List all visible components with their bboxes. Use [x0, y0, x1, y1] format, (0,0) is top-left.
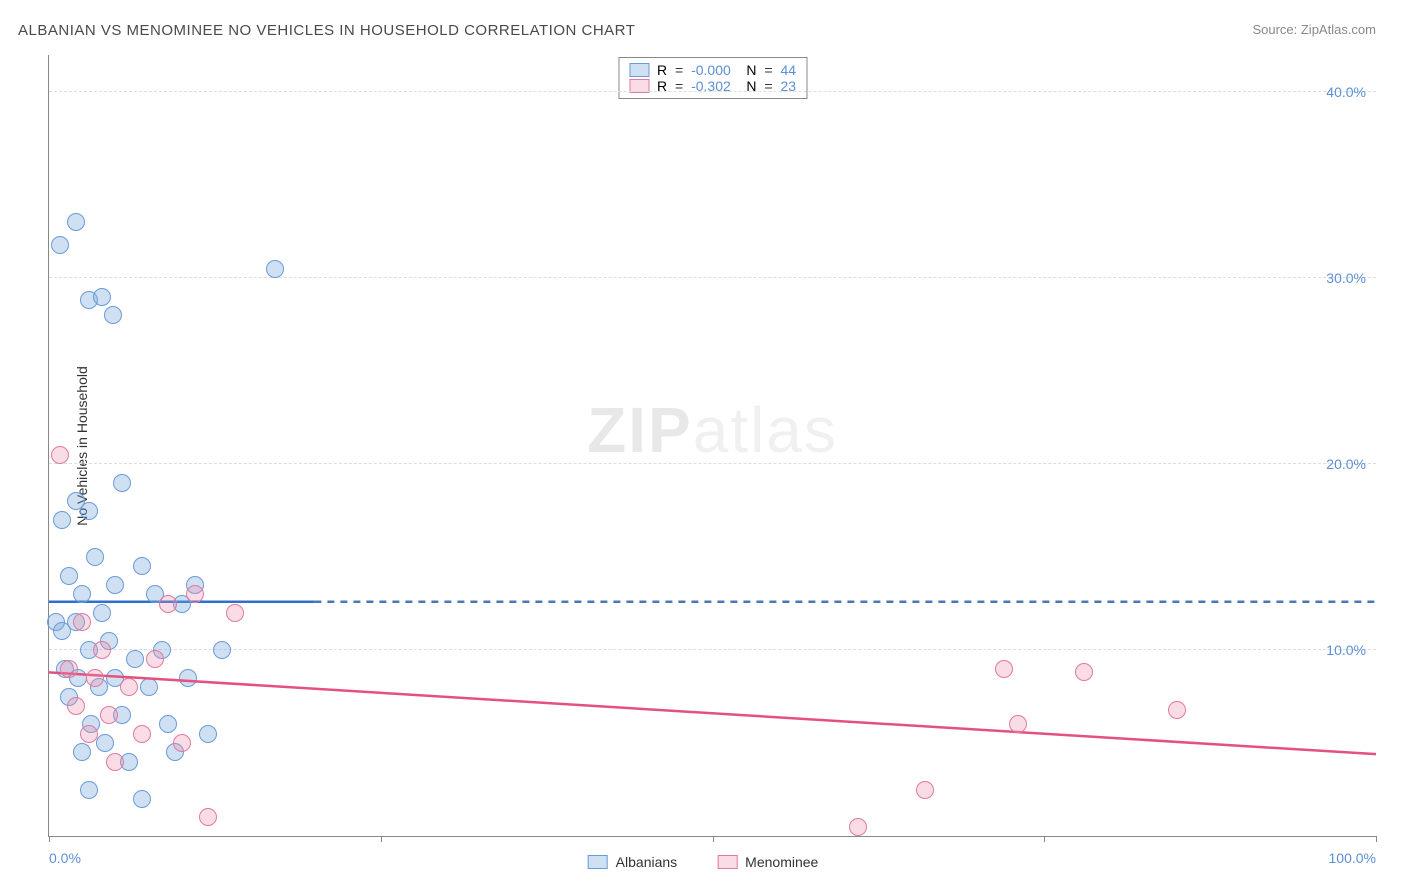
data-point-menominee	[86, 669, 104, 687]
data-point-menominee	[199, 808, 217, 826]
data-point-menominee	[1168, 701, 1186, 719]
data-point-menominee	[120, 678, 138, 696]
xtick-label: 0.0%	[49, 850, 81, 866]
data-point-menominee	[93, 641, 111, 659]
legend-label-albanians: Albanians	[616, 854, 678, 870]
legend-label-menominee: Menominee	[745, 854, 818, 870]
data-point-menominee	[73, 613, 91, 631]
chart-title: ALBANIAN VS MENOMINEE NO VEHICLES IN HOU…	[18, 22, 635, 39]
source-name: ZipAtlas.com	[1301, 22, 1376, 37]
data-point-menominee	[100, 706, 118, 724]
legend-item-menominee: Menominee	[717, 854, 818, 870]
swatch-menominee-icon	[717, 855, 737, 869]
data-point-menominee	[186, 585, 204, 603]
plot-area: ZIPatlas R = -0.000 N = 44 R =	[48, 55, 1376, 837]
swatch-albanians-icon	[588, 855, 608, 869]
data-point-menominee	[849, 818, 867, 836]
data-point-menominee	[106, 753, 124, 771]
data-point-menominee	[146, 650, 164, 668]
data-point-menominee	[173, 734, 191, 752]
data-point-menominee	[80, 725, 98, 743]
source-prefix: Source:	[1252, 22, 1300, 37]
data-point-menominee	[916, 781, 934, 799]
data-point-menominee	[67, 697, 85, 715]
xtick-label: 100.0%	[1329, 850, 1376, 866]
xtick	[49, 836, 50, 842]
data-point-menominee	[159, 595, 177, 613]
legend-item-albanians: Albanians	[588, 854, 678, 870]
data-point-menominee	[60, 660, 78, 678]
data-point-menominee	[1009, 715, 1027, 733]
data-point-menominee	[133, 725, 151, 743]
trend-line	[49, 55, 1376, 836]
xtick	[1376, 836, 1377, 842]
xtick	[713, 836, 714, 842]
data-point-menominee	[995, 660, 1013, 678]
xtick	[1044, 836, 1045, 842]
legend-series: Albanians Menominee	[588, 854, 819, 870]
data-point-menominee	[1075, 663, 1093, 681]
chart-container: ALBANIAN VS MENOMINEE NO VEHICLES IN HOU…	[0, 0, 1406, 892]
xtick	[381, 836, 382, 842]
data-point-menominee	[226, 604, 244, 622]
data-point-menominee	[51, 446, 69, 464]
source-attribution: Source: ZipAtlas.com	[1252, 22, 1376, 37]
